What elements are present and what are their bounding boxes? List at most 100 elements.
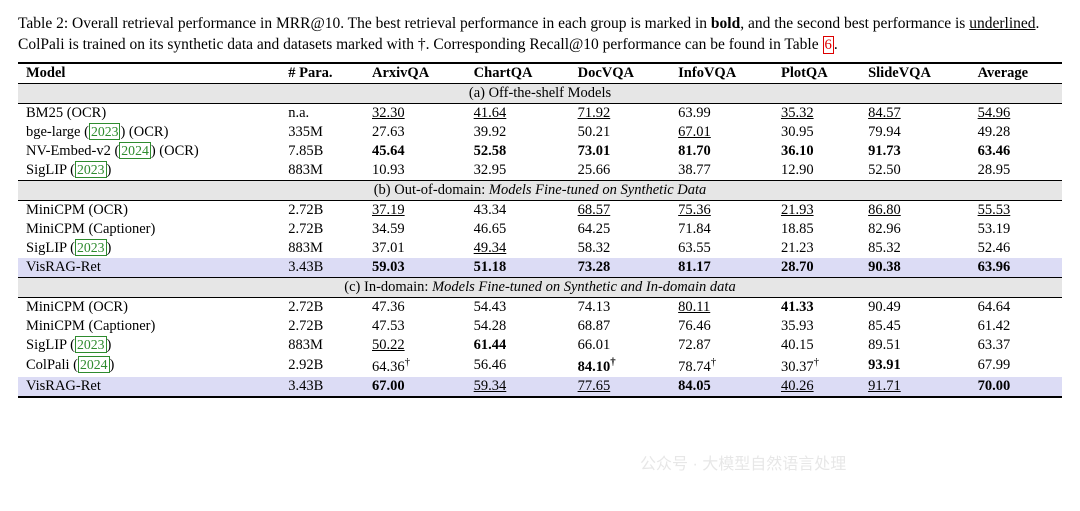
col-header: ChartQA <box>466 63 570 84</box>
param-cell: 2.72B <box>280 297 364 317</box>
watermark-text: 公众号 · 大模型自然语言处理 <box>640 450 846 474</box>
table-row: ColPali (2024)2.92B64.36†56.4684.10†78.7… <box>18 355 1062 377</box>
model-cell: MiniCPM (Captioner) <box>18 317 280 336</box>
value-cell: 77.65 <box>570 377 671 397</box>
param-cell: 883M <box>280 239 364 258</box>
table-row: VisRAG-Ret3.43B67.0059.3477.6584.0540.26… <box>18 377 1062 397</box>
col-header: ArxivQA <box>364 63 466 84</box>
value-cell: 47.53 <box>364 317 466 336</box>
model-cell: bge-large (2023) (OCR) <box>18 123 280 142</box>
value-cell: 72.87 <box>670 336 773 355</box>
value-cell: 73.28 <box>570 258 671 278</box>
model-cell: NV-Embed-v2 (2024) (OCR) <box>18 142 280 161</box>
param-cell: 3.43B <box>280 377 364 397</box>
value-cell: 21.23 <box>773 239 860 258</box>
col-header: InfoVQA <box>670 63 773 84</box>
value-cell: 10.93 <box>364 161 466 181</box>
value-cell: 55.53 <box>970 200 1062 220</box>
value-cell: 63.37 <box>970 336 1062 355</box>
col-header: Average <box>970 63 1062 84</box>
table-row: bge-large (2023) (OCR)335M27.6339.9250.2… <box>18 123 1062 142</box>
param-cell: 2.72B <box>280 317 364 336</box>
value-cell: 66.01 <box>570 336 671 355</box>
value-cell: 91.73 <box>860 142 970 161</box>
value-cell: 46.65 <box>466 220 570 239</box>
value-cell: 63.96 <box>970 258 1062 278</box>
value-cell: 59.34 <box>466 377 570 397</box>
param-cell: n.a. <box>280 103 364 123</box>
param-cell: 2.92B <box>280 355 364 377</box>
value-cell: 84.57 <box>860 103 970 123</box>
value-cell: 89.51 <box>860 336 970 355</box>
value-cell: 38.77 <box>670 161 773 181</box>
value-cell: 45.64 <box>364 142 466 161</box>
model-cell: MiniCPM (OCR) <box>18 297 280 317</box>
col-header: SlideVQA <box>860 63 970 84</box>
citation-link[interactable]: 2023 <box>75 239 107 256</box>
param-cell: 2.72B <box>280 220 364 239</box>
value-cell: 63.99 <box>670 103 773 123</box>
citation-link[interactable]: 2024 <box>119 142 151 159</box>
col-header: Model <box>18 63 280 84</box>
model-cell: SigLIP (2023) <box>18 336 280 355</box>
value-cell: 61.44 <box>466 336 570 355</box>
value-cell: 50.22 <box>364 336 466 355</box>
value-cell: 54.96 <box>970 103 1062 123</box>
value-cell: 59.03 <box>364 258 466 278</box>
value-cell: 40.26 <box>773 377 860 397</box>
model-cell: SigLIP (2023) <box>18 239 280 258</box>
value-cell: 51.18 <box>466 258 570 278</box>
param-cell: 3.43B <box>280 258 364 278</box>
value-cell: 67.01 <box>670 123 773 142</box>
value-cell: 58.32 <box>570 239 671 258</box>
value-cell: 86.80 <box>860 200 970 220</box>
value-cell: 79.94 <box>860 123 970 142</box>
value-cell: 84.10† <box>570 355 671 377</box>
value-cell: 39.92 <box>466 123 570 142</box>
table-ref-link[interactable]: 6 <box>823 36 834 54</box>
value-cell: 53.19 <box>970 220 1062 239</box>
caption-underlined: underlined <box>969 15 1035 32</box>
citation-link[interactable]: 2023 <box>75 161 107 178</box>
value-cell: 35.32 <box>773 103 860 123</box>
value-cell: 84.05 <box>670 377 773 397</box>
table-row: BM25 (OCR)n.a.32.3041.6471.9263.9935.328… <box>18 103 1062 123</box>
section-header-row: (a) Off-the-shelf Models <box>18 83 1062 103</box>
param-cell: 335M <box>280 123 364 142</box>
value-cell: 64.25 <box>570 220 671 239</box>
value-cell: 37.01 <box>364 239 466 258</box>
table-row: SigLIP (2023)883M10.9332.9525.6638.7712.… <box>18 161 1062 181</box>
value-cell: 64.36† <box>364 355 466 377</box>
value-cell: 64.64 <box>970 297 1062 317</box>
value-cell: 21.93 <box>773 200 860 220</box>
value-cell: 37.19 <box>364 200 466 220</box>
citation-link[interactable]: 2023 <box>89 123 121 140</box>
value-cell: 63.55 <box>670 239 773 258</box>
value-cell: 30.37† <box>773 355 860 377</box>
value-cell: 52.58 <box>466 142 570 161</box>
value-cell: 28.70 <box>773 258 860 278</box>
model-cell: VisRAG-Ret <box>18 377 280 397</box>
value-cell: 52.50 <box>860 161 970 181</box>
citation-link[interactable]: 2023 <box>75 336 107 353</box>
value-cell: 70.00 <box>970 377 1062 397</box>
value-cell: 43.34 <box>466 200 570 220</box>
value-cell: 90.38 <box>860 258 970 278</box>
value-cell: 56.46 <box>466 355 570 377</box>
value-cell: 85.45 <box>860 317 970 336</box>
value-cell: 75.36 <box>670 200 773 220</box>
value-cell: 67.99 <box>970 355 1062 377</box>
citation-link[interactable]: 2024 <box>78 356 110 373</box>
param-cell: 883M <box>280 161 364 181</box>
value-cell: 35.93 <box>773 317 860 336</box>
col-header: # Para. <box>280 63 364 84</box>
value-cell: 32.95 <box>466 161 570 181</box>
value-cell: 27.63 <box>364 123 466 142</box>
value-cell: 50.21 <box>570 123 671 142</box>
value-cell: 54.28 <box>466 317 570 336</box>
value-cell: 28.95 <box>970 161 1062 181</box>
value-cell: 81.17 <box>670 258 773 278</box>
table-row: MiniCPM (Captioner)2.72B47.5354.2868.877… <box>18 317 1062 336</box>
table-row: MiniCPM (OCR)2.72B37.1943.3468.5775.3621… <box>18 200 1062 220</box>
col-header: DocVQA <box>570 63 671 84</box>
